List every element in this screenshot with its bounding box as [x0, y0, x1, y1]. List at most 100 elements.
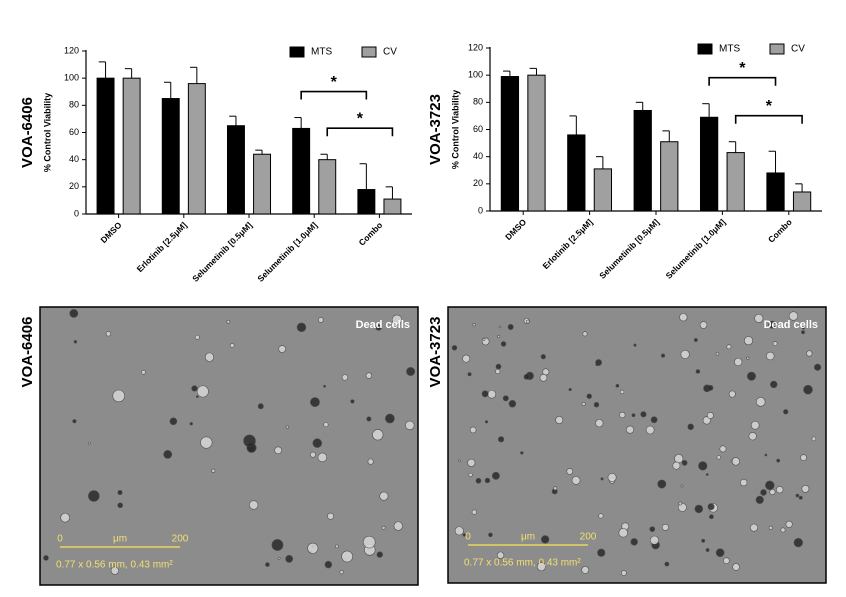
cell — [764, 453, 768, 457]
cell — [362, 535, 376, 549]
cell — [734, 357, 743, 367]
cell — [367, 458, 374, 465]
cell — [481, 390, 489, 398]
cell — [770, 380, 778, 389]
y-tick-label: 60 — [69, 127, 79, 137]
cell — [381, 525, 386, 530]
cell — [743, 336, 754, 346]
cell — [526, 319, 530, 324]
cell — [339, 570, 344, 575]
scale-unit: μm — [113, 534, 127, 545]
micrograph-field — [447, 306, 827, 584]
cell — [194, 334, 200, 340]
cell — [709, 514, 714, 520]
bar — [500, 76, 520, 212]
cell — [317, 452, 328, 463]
cell — [586, 393, 592, 399]
cell — [715, 548, 725, 557]
field-size: 0.77 x 0.56 mm, 0.43 mm² — [464, 558, 581, 569]
cell — [568, 387, 572, 392]
field-size: 0.77 x 0.56 mm, 0.43 mm² — [56, 560, 173, 571]
cell — [69, 309, 79, 318]
x-tick-label: Selumetinib [1.0μM] — [664, 217, 728, 281]
cell — [43, 555, 49, 561]
cell — [726, 344, 732, 350]
cell — [626, 425, 635, 434]
cell — [335, 544, 339, 549]
cell — [454, 526, 464, 536]
cell — [746, 356, 750, 360]
cell — [679, 313, 688, 322]
legend-label: CV — [791, 44, 805, 55]
cell — [310, 397, 320, 408]
scale-end: 200 — [172, 534, 189, 545]
cell — [277, 556, 281, 560]
y-tick-label: 40 — [473, 151, 483, 161]
cell — [674, 454, 684, 464]
x-tick-label: Combo — [766, 217, 794, 245]
cell — [750, 420, 760, 430]
cell — [467, 372, 472, 377]
scale-unit: μm — [521, 532, 535, 543]
cell — [728, 390, 736, 398]
cell — [191, 385, 198, 392]
cell — [793, 537, 803, 548]
cell — [467, 458, 476, 467]
cell — [814, 363, 822, 371]
cell — [189, 422, 193, 426]
cell — [491, 471, 500, 480]
cell — [327, 512, 335, 520]
bar — [792, 191, 812, 212]
cell — [595, 419, 604, 428]
cell — [495, 368, 501, 375]
x-tick-label: Combo — [357, 220, 385, 248]
cell — [801, 330, 805, 335]
bar — [318, 159, 337, 215]
cell — [502, 395, 509, 402]
cell — [475, 477, 482, 484]
cell — [375, 324, 382, 331]
cell — [806, 350, 813, 357]
cell — [285, 555, 294, 563]
y-tick-label: 100 — [64, 73, 79, 83]
cell — [701, 538, 706, 543]
cell — [747, 371, 756, 381]
bar — [226, 125, 245, 215]
cell — [318, 317, 324, 323]
significance-label: * — [331, 74, 338, 91]
cell — [462, 533, 467, 537]
cell — [640, 411, 647, 418]
cell — [265, 562, 270, 567]
cell — [376, 551, 383, 558]
cell — [471, 509, 477, 515]
cell — [204, 352, 215, 362]
cell — [803, 384, 813, 395]
cell — [707, 385, 714, 391]
legend-swatch — [697, 43, 713, 55]
cell — [391, 314, 403, 325]
significance-bracket — [300, 90, 368, 100]
micrograph-title: VOA-6406 — [19, 317, 36, 388]
y-tick-label: 120 — [64, 45, 79, 55]
cell — [811, 436, 817, 442]
cell — [484, 420, 489, 424]
cell — [750, 523, 758, 532]
cell — [800, 454, 807, 461]
cell — [105, 331, 112, 337]
cell — [296, 322, 307, 333]
cell — [582, 331, 588, 337]
cell — [740, 478, 748, 487]
cell — [798, 495, 803, 500]
cell — [457, 459, 461, 463]
significance-label: * — [357, 110, 364, 127]
x-tick-label: DMSO — [503, 217, 528, 242]
cell — [365, 372, 373, 379]
cell — [169, 417, 178, 426]
cell — [660, 353, 666, 358]
legend-swatch — [769, 43, 785, 55]
cell — [680, 484, 684, 488]
micrograph-caption: Dead cells — [764, 319, 818, 331]
cell — [593, 401, 600, 408]
cell — [783, 409, 789, 415]
cell — [631, 413, 636, 418]
